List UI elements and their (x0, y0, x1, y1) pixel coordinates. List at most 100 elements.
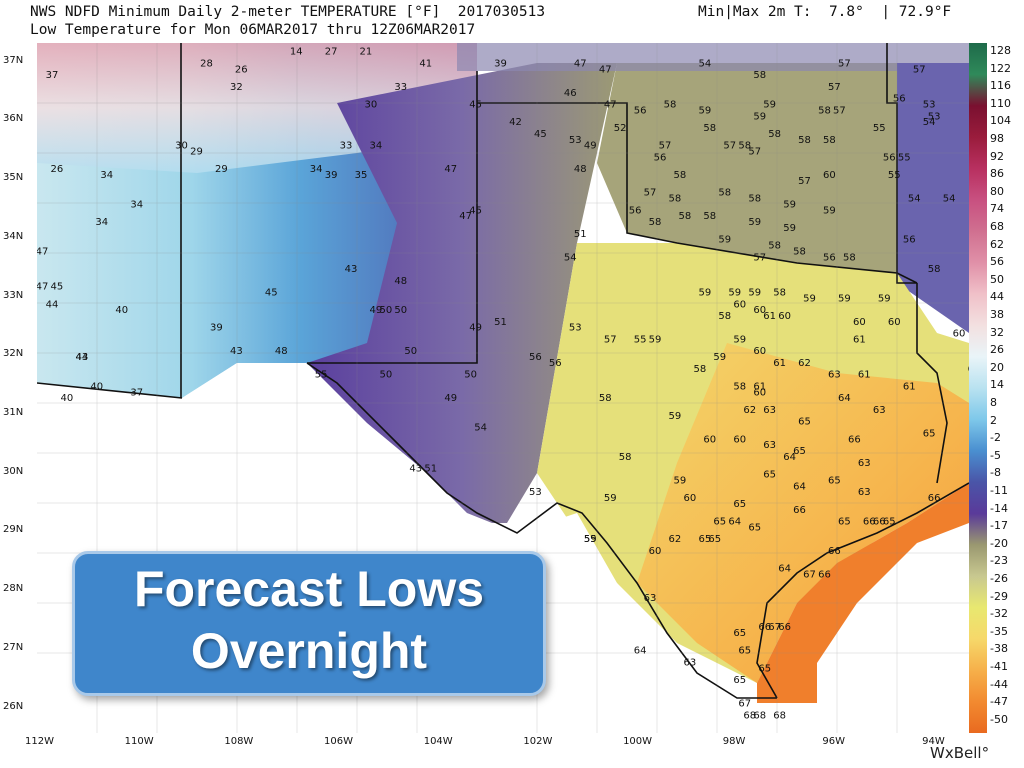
temperature-value: 29 (190, 147, 203, 158)
temperature-value: 33 (340, 141, 353, 152)
temperature-value: 59 (699, 106, 712, 117)
temperature-value: 61 (753, 382, 766, 393)
temperature-value: 27 (325, 47, 338, 58)
temperature-value: 65 (793, 446, 806, 457)
gulf-warm-region (757, 483, 969, 703)
scale-tick-label: 26 (990, 343, 1004, 357)
temperature-value: 58 (768, 241, 781, 252)
temperature-value: 59 (728, 288, 741, 299)
scale-tick-label: 98 (990, 132, 1004, 145)
temperature-value: 59 (803, 293, 816, 304)
temperature-value: 64 (728, 517, 741, 528)
scale-tick-label: -20 (990, 536, 1008, 550)
temperature-value: 57 (828, 82, 841, 93)
temperature-value: 58 (773, 288, 786, 299)
temperature-value: 65 (699, 534, 712, 545)
temperature-value: 60 (953, 329, 966, 340)
temperature-value: 59 (733, 335, 746, 346)
scale-tick-label: 56 (990, 255, 1004, 269)
callout-text: Forecast Lows Overnight (133, 561, 485, 679)
latitude-label: 29N (3, 524, 24, 536)
temperature-value: 59 (669, 411, 682, 422)
temperature-value: 54 (923, 117, 936, 128)
temperature-values-layer: 2826142721413947475457575258573732333045… (37, 47, 969, 722)
temperature-value: 40 (61, 393, 74, 404)
temperature-value: 59 (604, 493, 617, 504)
temperature-value: 60 (753, 387, 766, 398)
temperature-value: 26 (235, 64, 248, 75)
longitude-label: 98W (722, 736, 746, 747)
temperature-value: 66 (818, 569, 831, 580)
temperature-value: 45 (51, 282, 64, 293)
temperature-value: 55 (584, 534, 597, 545)
temperature-value: 32 (230, 82, 243, 93)
temperature-value: 62 (669, 534, 682, 545)
longitude-label: 104W (423, 736, 453, 747)
temperature-value: 57 (913, 64, 926, 75)
temperature-value: 47 (37, 282, 48, 293)
mid-purple-region (307, 63, 617, 523)
temperature-value: 58 (664, 100, 677, 111)
temperature-value: 64 (634, 646, 647, 657)
scale-tick-label: -44 (990, 677, 1008, 691)
latitude-label: 33N (3, 289, 24, 301)
scale-tick-label: 20 (990, 360, 1004, 374)
temperature-value: 65 (733, 499, 746, 510)
temperature-value: 34 (95, 217, 108, 228)
scale-tick-label: 104 (990, 114, 1011, 128)
temperature-value: 58 (703, 211, 716, 222)
temperature-value: 61 (763, 311, 776, 322)
temperature-value: 61 (903, 382, 916, 393)
temperature-value: 60 (888, 317, 901, 328)
temperature-value: 66 (828, 546, 841, 557)
temperature-value: 61 (853, 335, 866, 346)
temperature-value: 58 (818, 106, 831, 117)
temperature-value: 65 (708, 534, 721, 545)
temperature-value: 60 (823, 170, 836, 181)
temperature-value: 28 (200, 59, 213, 70)
temperature-value: 54 (943, 194, 956, 205)
temperature-value: 60 (684, 493, 697, 504)
temperature-value: 60 (753, 346, 766, 357)
temperature-value: 56 (823, 252, 836, 263)
temperature-value: 63 (858, 458, 871, 469)
temperature-value: 48 (275, 346, 288, 357)
temperature-value: 59 (748, 288, 761, 299)
temperature-value: 56 (549, 358, 562, 369)
temperature-value: 59 (713, 352, 726, 363)
temperature-value: 64 (783, 452, 796, 463)
temperature-value: 50 (464, 370, 477, 381)
temperature-value: 66 (793, 505, 806, 516)
temperature-value: 57 (838, 59, 851, 70)
temperature-value: 55 (873, 123, 886, 134)
temperature-value: 58 (679, 211, 692, 222)
temperature-value: 55 (315, 370, 328, 381)
temperature-value: 47 (459, 211, 472, 222)
latitude-label: 26N (3, 700, 24, 712)
temperature-value: 62 (743, 405, 756, 416)
temperature-value: 67 (803, 569, 816, 580)
temperature-value: 58 (928, 264, 941, 275)
north-edge-region (457, 43, 969, 71)
temperature-value: 59 (699, 288, 712, 299)
temperature-value: 26 (51, 164, 64, 175)
temperature-value: 53 (529, 487, 542, 498)
latitude-label: 27N (3, 641, 24, 653)
temperature-value: 45 (265, 288, 278, 299)
temperature-value: 60 (753, 305, 766, 316)
temperature-value: 29 (215, 164, 228, 175)
temperature-value: 65 (798, 417, 811, 428)
latitude-label: 37N (3, 54, 24, 66)
temperature-value: 63 (763, 405, 776, 416)
temperature-value: 68 (773, 710, 786, 721)
temperature-value: 54 (699, 59, 712, 70)
temperature-value: 65 (733, 628, 746, 639)
temperature-value: 58 (599, 393, 612, 404)
temperature-value: 63 (763, 440, 776, 451)
temperature-value: 52 (614, 123, 627, 134)
arkansas-purple-region (897, 63, 969, 333)
longitude-label: 108W (224, 736, 254, 747)
temperature-value: 60 (649, 546, 662, 557)
temperature-value: 53 (928, 111, 941, 122)
scale-tick-label: -32 (990, 607, 1008, 621)
